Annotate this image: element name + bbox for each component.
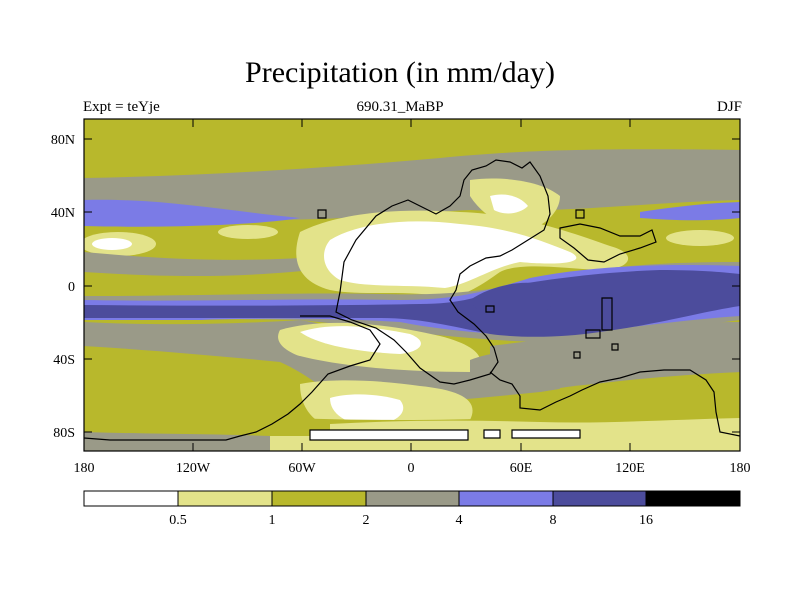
x-tick-label: 60W — [288, 461, 316, 476]
legend-label: 4 — [456, 513, 463, 528]
map-frame — [83, 118, 741, 452]
legend-swatch — [178, 491, 272, 506]
legend-label: 0.5 — [169, 513, 187, 528]
color-legend: 0.5 1 2 4 8 16 — [83, 490, 741, 528]
legend-label: 8 — [550, 513, 557, 528]
y-tick-label: 80N — [51, 133, 75, 148]
legend-swatch — [646, 491, 740, 506]
experiment-label: Expt = teYje — [83, 99, 160, 115]
y-tick-label: 80S — [53, 426, 75, 441]
x-tick-label: 120W — [176, 461, 211, 476]
legend-swatch — [553, 491, 646, 506]
x-tick-label: 0 — [408, 461, 415, 476]
legend-swatch — [84, 491, 178, 506]
y-tick-marks — [84, 138, 740, 433]
legend-label: 16 — [639, 513, 653, 528]
legend-swatch — [272, 491, 366, 506]
legend-swatch — [459, 491, 553, 506]
x-tick-label: 120E — [615, 461, 645, 476]
y-tick-label: 40N — [51, 206, 75, 221]
y-tick-label: 0 — [68, 280, 75, 295]
legend-label: 1 — [269, 513, 276, 528]
time-label: 690.31_MaBP — [356, 99, 444, 115]
precipitation-field — [84, 119, 740, 451]
x-tick-label: 180 — [74, 461, 95, 476]
season-label: DJF — [716, 99, 742, 115]
y-tick-label: 40S — [53, 353, 75, 368]
map-title: Precipitation (in mm/day) — [245, 56, 555, 89]
x-tick-marks — [83, 119, 741, 451]
legend-label: 2 — [363, 513, 370, 528]
coastlines — [84, 159, 740, 441]
legend-frame — [83, 490, 741, 507]
x-tick-label: 60E — [510, 461, 533, 476]
legend-swatch — [366, 491, 459, 506]
x-tick-label: 180 — [730, 461, 751, 476]
